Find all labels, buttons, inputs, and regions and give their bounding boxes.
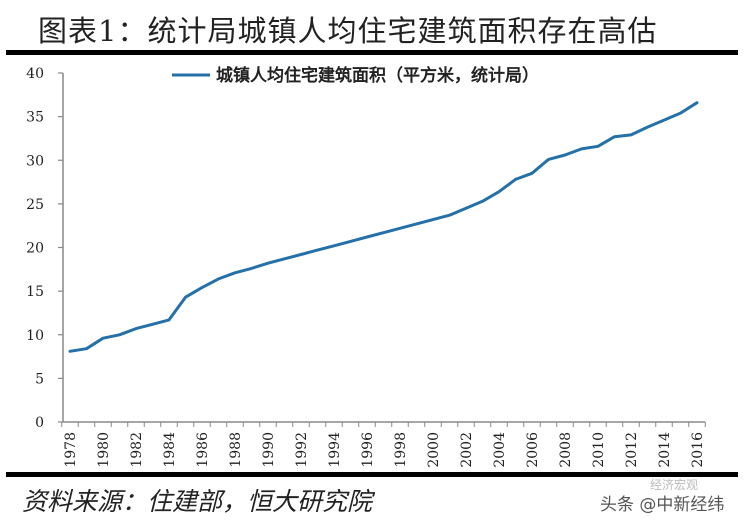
y-tick-label: 10 [26, 328, 44, 344]
x-tick-label: 1992 [294, 432, 310, 468]
y-tick-label: 5 [35, 371, 44, 387]
chart-title: 图表1：统计局城镇人均住宅建筑面积存在高估 [38, 14, 658, 48]
x-tick-label: 2006 [525, 432, 541, 468]
title-rule [6, 50, 738, 55]
y-tick-label: 30 [26, 153, 44, 169]
footer-rule [6, 472, 738, 477]
watermark: 头条 @中新经纬 [600, 495, 725, 515]
x-tick-label: 2010 [591, 432, 607, 468]
x-tick-label: 2008 [558, 432, 574, 468]
series-line [68, 101, 699, 353]
legend-label: 城镇人均住宅建筑面积（平方米，统计局） [216, 65, 539, 86]
x-tick-label: 1982 [129, 432, 145, 468]
x-tick-label: 1984 [162, 432, 178, 468]
x-tick-label: 1998 [393, 432, 409, 468]
y-tick-label: 0 [35, 415, 44, 431]
x-tick-label: 2012 [624, 432, 640, 468]
x-tick-label: 1980 [96, 432, 112, 468]
x-tick-label: 2004 [492, 432, 508, 468]
y-tick-label: 20 [26, 241, 44, 257]
source-note: 资料来源：住建部，恒大研究院 [22, 487, 373, 516]
x-tick-label: 2000 [426, 432, 442, 468]
y-tick-label: 40 [26, 66, 44, 82]
x-tick-label: 1978 [63, 432, 79, 468]
x-tick-label: 1994 [327, 432, 343, 468]
watermark-faint: 经济宏观 [650, 478, 699, 492]
x-tick-label: 2014 [657, 432, 673, 468]
y-tick-label: 35 [26, 110, 44, 126]
y-tick-label: 25 [26, 197, 44, 213]
y-tick-label: 15 [26, 284, 44, 300]
x-tick-label: 2016 [690, 432, 706, 468]
x-tick-label: 1996 [360, 432, 376, 468]
x-tick-label: 1986 [195, 432, 211, 468]
x-tick-label: 2002 [459, 432, 475, 468]
line-chart: 0 5 10 15 20 25 30 35 40 1978 1980 1982 1984 1986 1988… [26, 65, 706, 468]
x-tick-label: 1988 [228, 432, 244, 468]
x-tick-label: 1990 [261, 432, 277, 468]
